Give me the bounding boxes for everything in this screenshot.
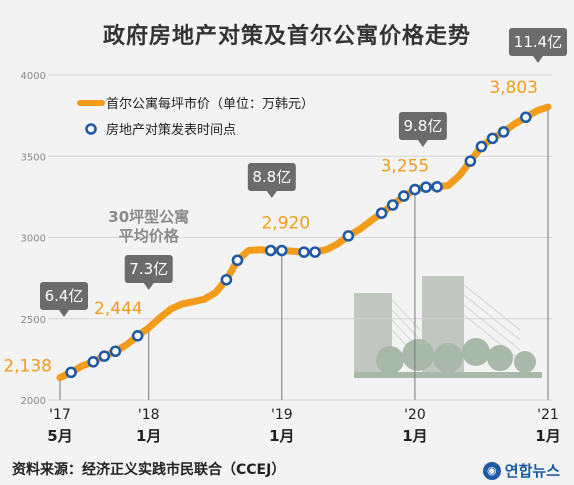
policy-marker	[220, 273, 233, 286]
callout-text: 9.8亿	[403, 117, 442, 135]
callout-text: 11.4亿	[514, 33, 562, 51]
chart-title: 政府房地产对策及首尔公寓价格走势	[102, 24, 471, 49]
policy-marker	[497, 126, 510, 138]
policy-marker	[131, 330, 144, 342]
x-tick-year: '21	[537, 407, 559, 423]
legend: 首尔公寓每坪市价（单位：万韩元） 房地产对策发表时间点	[77, 96, 314, 138]
y-tick-labels: 2000 2500 3000 3500 4000	[21, 71, 46, 407]
policy-marker	[342, 230, 355, 242]
legend-marker-swatch	[85, 123, 97, 135]
callout-text: 7.3亿	[129, 260, 168, 278]
policy-marker	[231, 254, 244, 267]
policy-marker	[386, 199, 399, 211]
policy-marker	[420, 181, 432, 193]
y-tick-label: 3500	[21, 152, 46, 163]
policy-marker	[464, 155, 477, 167]
x-tick-labels: '17 5月 '18 1月 '19 1月 '20 1月 '21 1月	[47, 407, 560, 445]
value-labels: 2,138 2,444 2,920 3,255 3,803	[2, 77, 540, 379]
building-illustration	[354, 276, 542, 378]
policy-marker	[98, 350, 111, 362]
callout-box	[398, 112, 447, 140]
brand-icon: ◉	[482, 461, 501, 480]
callout-text: 8.8亿	[252, 168, 291, 186]
callout-box	[124, 255, 173, 283]
policy-marker	[87, 356, 100, 368]
x-tick-year: '18	[138, 407, 160, 423]
value-label: 2,138	[3, 357, 52, 377]
x-tick-month: 1月	[136, 427, 161, 445]
y-tick-label: 2000	[21, 396, 46, 407]
x-tick-month: 1月	[269, 427, 294, 445]
y-tick-label: 3000	[21, 234, 46, 245]
callout-pointer	[143, 283, 154, 290]
policy-marker	[375, 207, 388, 219]
policy-marker	[409, 183, 421, 196]
callout-box	[509, 28, 567, 56]
brand-name: 연합뉴스	[504, 462, 560, 480]
caption-line: 30坪型公寓	[108, 208, 189, 226]
callout-lines	[59, 107, 549, 400]
x-tick-month: 5月	[47, 427, 72, 445]
policy-marker	[276, 244, 288, 257]
callout-box	[40, 282, 88, 310]
callout-text: 6.4亿	[45, 287, 84, 305]
policy-marker	[309, 246, 321, 258]
caption-line: 平均价格	[119, 227, 180, 245]
policy-marker	[109, 345, 122, 358]
x-tick-year: '19	[271, 407, 293, 423]
legend-label: 房地产对策发表时间点	[106, 122, 236, 138]
value-label: 3,803	[489, 78, 538, 98]
policy-marker	[398, 190, 410, 202]
y-tick-label: 2500	[21, 315, 46, 326]
policy-marker	[298, 246, 310, 258]
value-label: 2,444	[94, 299, 143, 319]
policy-marker	[520, 111, 532, 124]
callout-pointer	[417, 140, 428, 147]
brand-logo: ◉ 연합뉴스	[482, 460, 560, 481]
policy-marker	[431, 181, 443, 193]
callout-pointer	[266, 191, 277, 198]
x-tick-year: '20	[404, 407, 426, 423]
x-tick-month: 1月	[402, 427, 427, 445]
callout-pointer	[59, 310, 69, 317]
source-note: 资料来源：经济正义实践市民联合（CCEJ）	[12, 462, 286, 478]
y-tick-label: 4000	[21, 71, 46, 82]
value-label: 2,920	[261, 214, 310, 234]
value-label: 3,255	[381, 157, 430, 177]
x-tick-month: 1月	[535, 427, 560, 445]
policy-markers	[65, 111, 532, 379]
callout-box	[247, 163, 296, 191]
x-tick-year: '17	[49, 407, 71, 423]
policy-marker	[65, 366, 77, 379]
callout-pointer	[533, 56, 543, 63]
policy-marker	[264, 244, 277, 257]
legend-label: 首尔公寓每坪市价（单位：万韩元）	[106, 96, 314, 112]
policy-marker	[486, 132, 499, 145]
policy-marker	[475, 140, 488, 153]
price-callouts: 6.4亿 7.3亿 8.8亿 9.8亿 11.4亿	[40, 28, 567, 317]
